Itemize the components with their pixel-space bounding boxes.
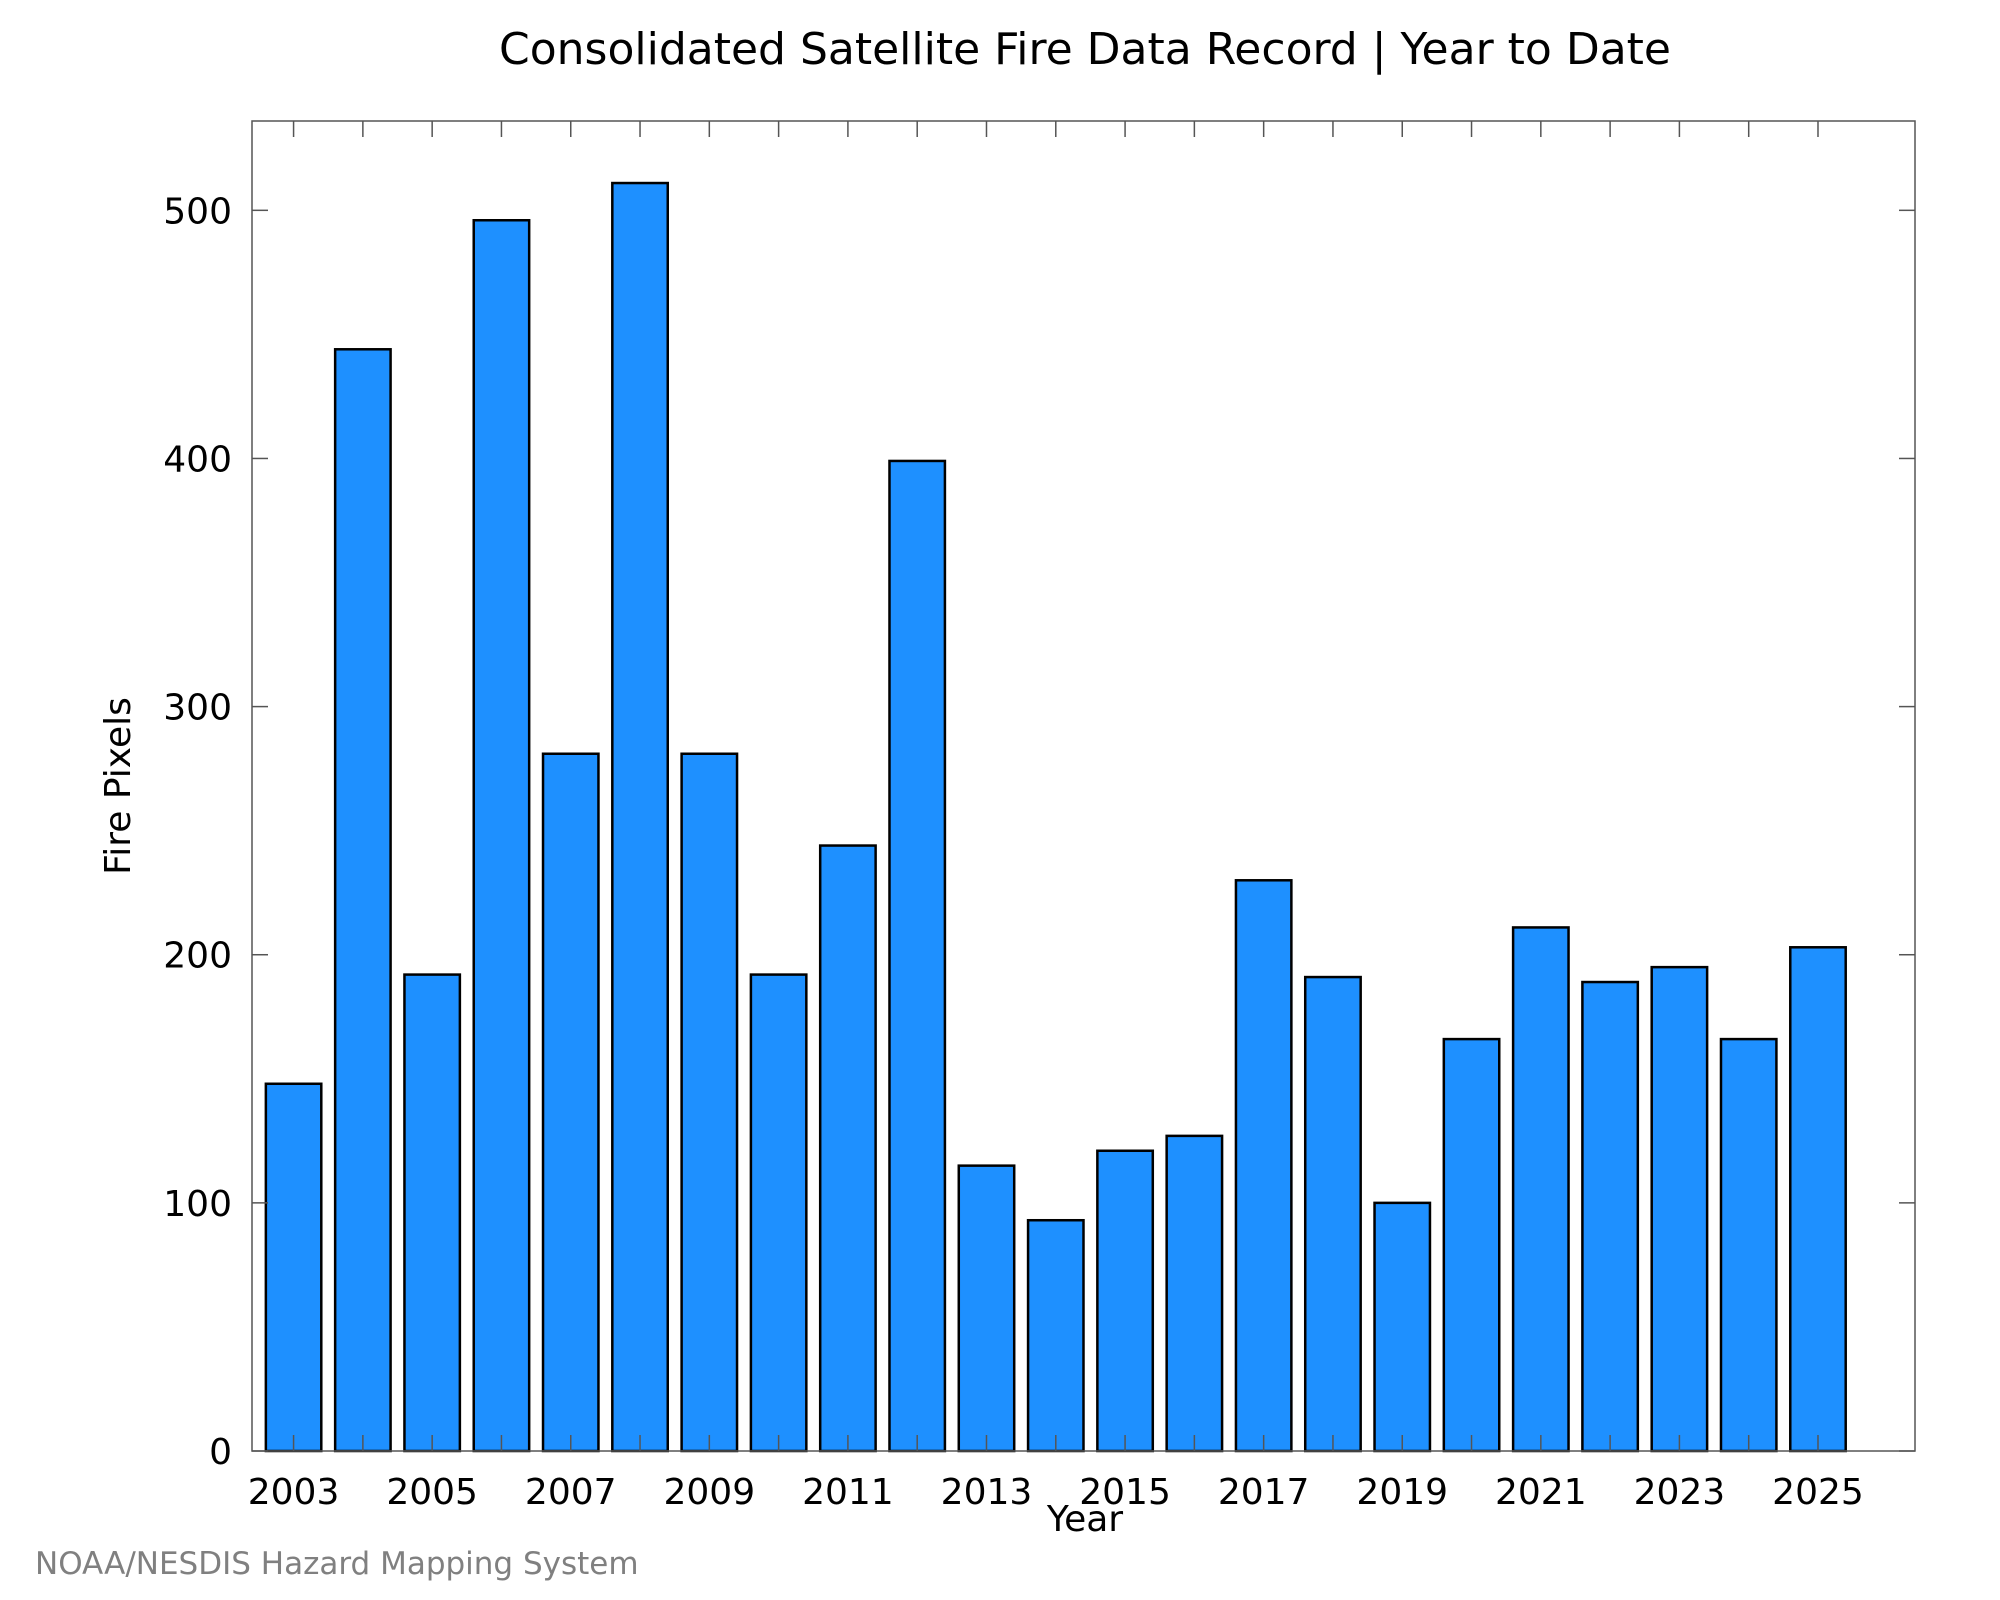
x-axis-label: Year [1046,1499,1123,1540]
x-tick-label-2007: 2007 [525,1472,617,1513]
bar-2008 [611,181,669,1453]
y-axis-label: Fire Pixels [98,697,139,875]
y-tick-label-500: 500 [163,191,232,232]
bar-2005 [403,973,462,1453]
tick-labels-layer: 2003 2005 2007 2009 2011 2013 2015 2017 2019 2021… [163,191,1864,1513]
y-tick-label-300: 300 [163,688,232,729]
bar-2019 [1373,1201,1432,1453]
x-tick-label-2021: 2021 [1495,1472,1587,1513]
plot-frame [251,120,1916,1452]
bar-2007 [541,752,600,1453]
bar-2006 [472,219,531,1453]
bar-2003 [264,1082,323,1453]
y-tick-label-0: 0 [209,1432,232,1473]
y-tick-label-200: 200 [163,936,232,977]
x-tick-label-2005: 2005 [386,1472,478,1513]
x-tick-label-2003: 2003 [248,1472,340,1513]
x-tick-label-2017: 2017 [1218,1472,1310,1513]
bar-2015 [1096,1149,1155,1453]
y-tick-label-100: 100 [163,1184,232,1225]
bar-2017 [1234,879,1293,1453]
bar-2010 [749,973,808,1453]
x-tick-label-2013: 2013 [941,1472,1033,1513]
x-tick-label-2015: 2015 [1079,1472,1171,1513]
bar-2023 [1650,965,1709,1453]
credit-label: NOAA/NESDIS Hazard Mapping System [35,1546,639,1582]
bar-2021 [1511,926,1570,1453]
x-tick-label-2019: 2019 [1356,1472,1448,1513]
y-tick-label-400: 400 [163,439,232,480]
bar-2013 [957,1164,1016,1453]
bar-2004 [333,348,392,1453]
x-tick-label-2023: 2023 [1634,1472,1726,1513]
bar-2020 [1442,1037,1501,1453]
x-tick-label-2025: 2025 [1772,1472,1864,1513]
chart-title: Consolidated Satellite Fire Data Record … [499,24,1671,75]
bar-2012 [888,459,947,1453]
bar-2014 [1026,1218,1085,1453]
bar-2024 [1719,1037,1778,1453]
x-tick-label-2009: 2009 [664,1472,756,1513]
bar-2018 [1303,975,1362,1453]
bar-2011 [818,844,877,1453]
bar-2025 [1789,946,1847,1453]
bar-2016 [1165,1134,1224,1453]
bar-2022 [1581,980,1640,1453]
bar-2009 [680,752,739,1453]
x-tick-label-2011: 2011 [802,1472,894,1513]
bars-layer [264,181,1847,1453]
